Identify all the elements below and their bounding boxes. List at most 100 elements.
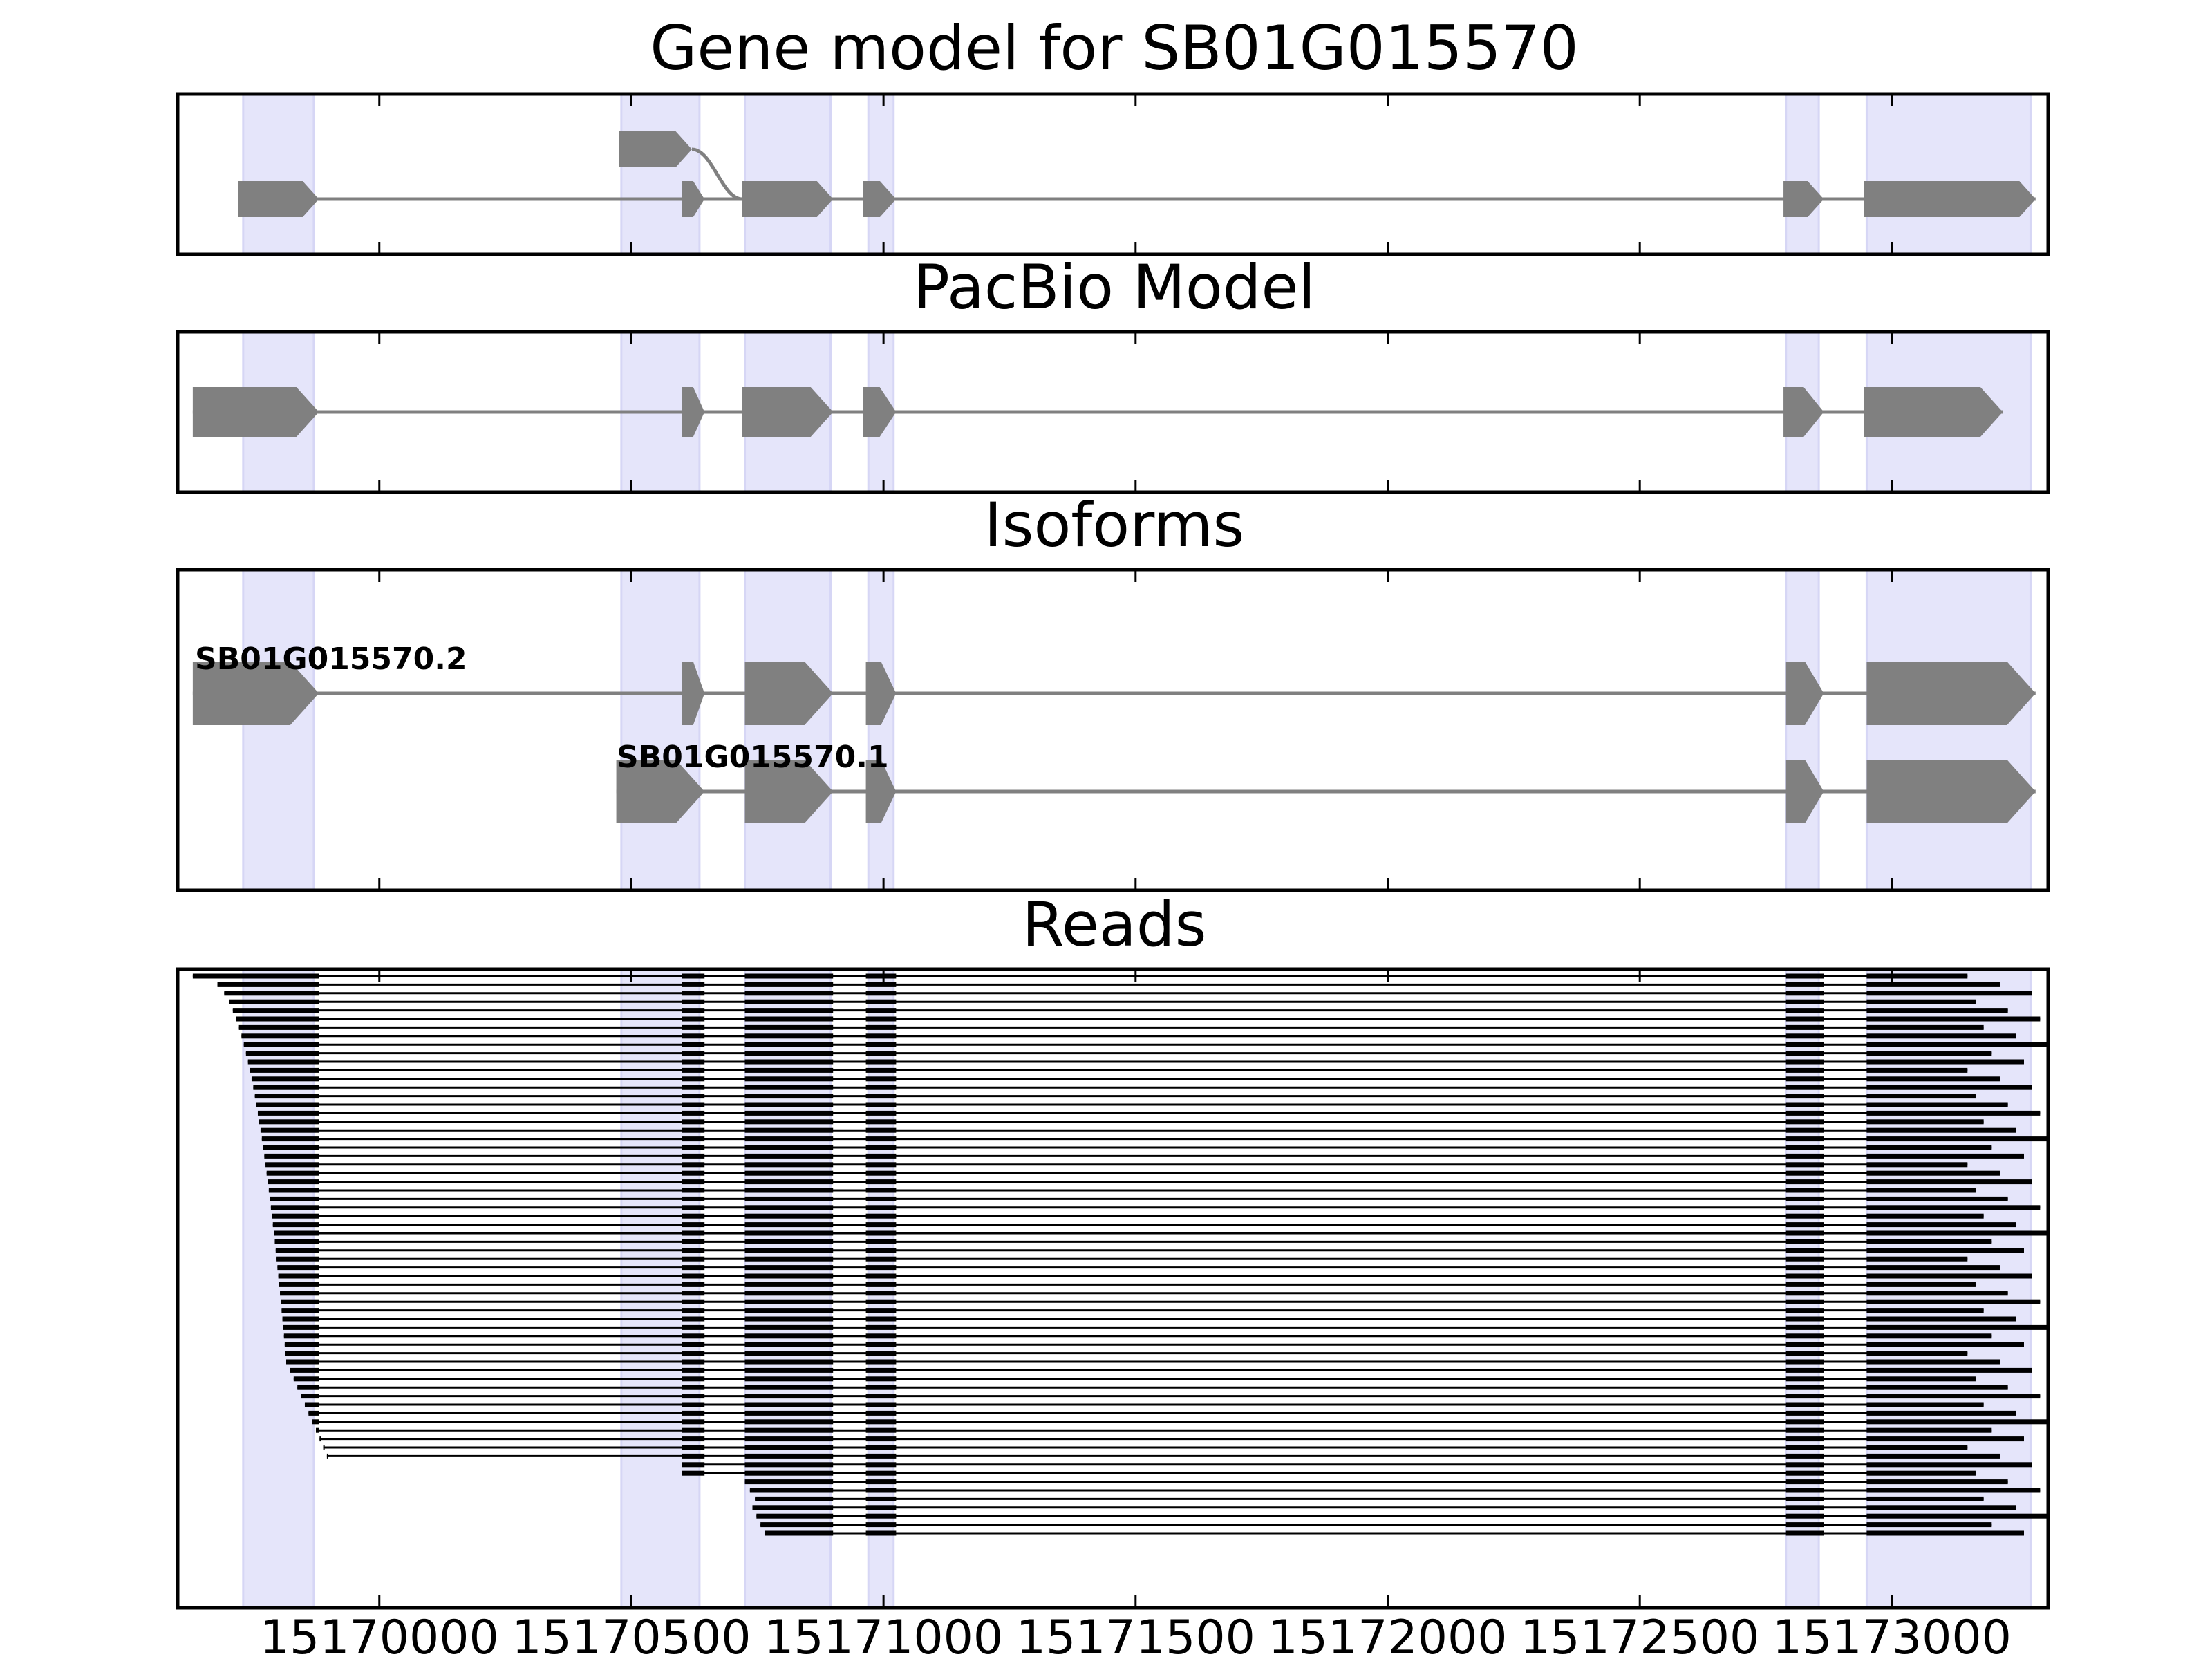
read-block xyxy=(1785,1505,1824,1510)
exon xyxy=(192,387,319,437)
read-block xyxy=(312,1419,319,1425)
read-block xyxy=(682,1265,705,1271)
read xyxy=(297,1385,2008,1390)
read xyxy=(284,1342,2024,1347)
read-block xyxy=(865,999,897,1004)
read-block xyxy=(1785,1324,1824,1330)
read xyxy=(682,1470,1976,1476)
read-block xyxy=(865,982,897,987)
read-block xyxy=(744,1153,834,1159)
read-block xyxy=(682,1213,705,1219)
read-block xyxy=(259,1119,319,1125)
read xyxy=(308,1410,2016,1416)
read-block xyxy=(744,1059,834,1065)
read-block xyxy=(1866,1410,2016,1416)
read-block xyxy=(744,982,834,987)
read-block xyxy=(744,1394,834,1399)
x-tick-label: 15170000 xyxy=(260,1611,499,1659)
read-block xyxy=(1785,1179,1824,1185)
read-block xyxy=(865,1205,897,1210)
read-block xyxy=(1785,1479,1824,1485)
read-block xyxy=(1785,1316,1824,1322)
read-block xyxy=(1785,1033,1824,1039)
read xyxy=(756,1513,2048,1519)
read-block xyxy=(192,973,319,979)
read-block xyxy=(283,1324,319,1330)
read xyxy=(232,1008,2008,1013)
read-block xyxy=(301,1394,319,1399)
exon xyxy=(616,760,705,823)
read-block xyxy=(1866,1153,2024,1159)
read-block xyxy=(1785,1513,1824,1519)
exon-highlight-band xyxy=(242,568,315,892)
exon xyxy=(619,131,692,167)
read-block xyxy=(744,1427,834,1433)
read-block xyxy=(1866,1496,1984,1501)
x-axis: 15170000 15170500 15171000 15171500 1517… xyxy=(260,1611,2012,1659)
read-block xyxy=(865,1008,897,1013)
read xyxy=(268,1179,2032,1185)
read-block xyxy=(293,1376,319,1382)
read-block xyxy=(744,1265,834,1271)
read xyxy=(323,1445,1968,1450)
read-block xyxy=(682,1402,705,1407)
read-block xyxy=(1866,1248,2024,1253)
read-block xyxy=(682,1170,705,1176)
exon xyxy=(1785,760,1824,823)
read-block xyxy=(682,1102,705,1107)
read-block xyxy=(245,1051,319,1056)
read-block xyxy=(297,1385,319,1390)
read xyxy=(224,991,2032,996)
read-block xyxy=(1785,1256,1824,1262)
x-tick-label: 15173000 xyxy=(1772,1611,2012,1659)
read-block xyxy=(1785,1196,1824,1201)
read xyxy=(264,1153,2024,1159)
read-block xyxy=(682,1145,705,1150)
read-block xyxy=(744,1230,834,1236)
read-block xyxy=(280,1291,319,1296)
read-block xyxy=(682,1188,705,1193)
read-block xyxy=(1866,1453,2000,1459)
read-block xyxy=(682,1136,705,1142)
read-block xyxy=(865,1291,897,1296)
pacbio-frame xyxy=(176,330,2050,494)
exon xyxy=(742,181,834,217)
read-block xyxy=(865,1513,897,1519)
read-block xyxy=(1866,1008,2008,1013)
read-block xyxy=(865,1239,897,1244)
read-block xyxy=(290,1367,319,1373)
read-block xyxy=(682,1436,705,1442)
read-block xyxy=(744,1479,834,1485)
read-block xyxy=(1866,1016,2041,1022)
read-block xyxy=(1866,1351,1968,1356)
read xyxy=(272,1213,1984,1219)
read-block xyxy=(682,1410,705,1416)
read-block xyxy=(744,1402,834,1407)
read-block xyxy=(865,1102,897,1107)
read-block xyxy=(1785,1205,1824,1210)
exon xyxy=(192,662,319,725)
read-block xyxy=(865,1119,897,1125)
exon-highlight-band xyxy=(744,93,832,256)
read xyxy=(268,1188,1976,1193)
read-block xyxy=(682,1205,705,1210)
read-block xyxy=(865,1222,897,1228)
read-block xyxy=(1866,991,2032,996)
read-block xyxy=(283,1333,319,1339)
read-block xyxy=(1785,1453,1824,1459)
read-block xyxy=(1866,1488,2041,1493)
read xyxy=(270,1205,2041,1210)
read-block xyxy=(865,1530,897,1536)
read-block xyxy=(1785,1213,1824,1219)
read-block xyxy=(760,1522,834,1528)
read-block xyxy=(274,1239,319,1244)
read-block xyxy=(1785,1094,1824,1099)
read-block xyxy=(224,991,319,996)
read xyxy=(263,1145,1992,1150)
read-block xyxy=(1785,1016,1824,1022)
read-block xyxy=(272,1213,319,1219)
exon xyxy=(865,662,897,725)
read-block xyxy=(1785,1102,1824,1107)
read-block xyxy=(682,1351,705,1356)
read xyxy=(755,1496,1984,1501)
